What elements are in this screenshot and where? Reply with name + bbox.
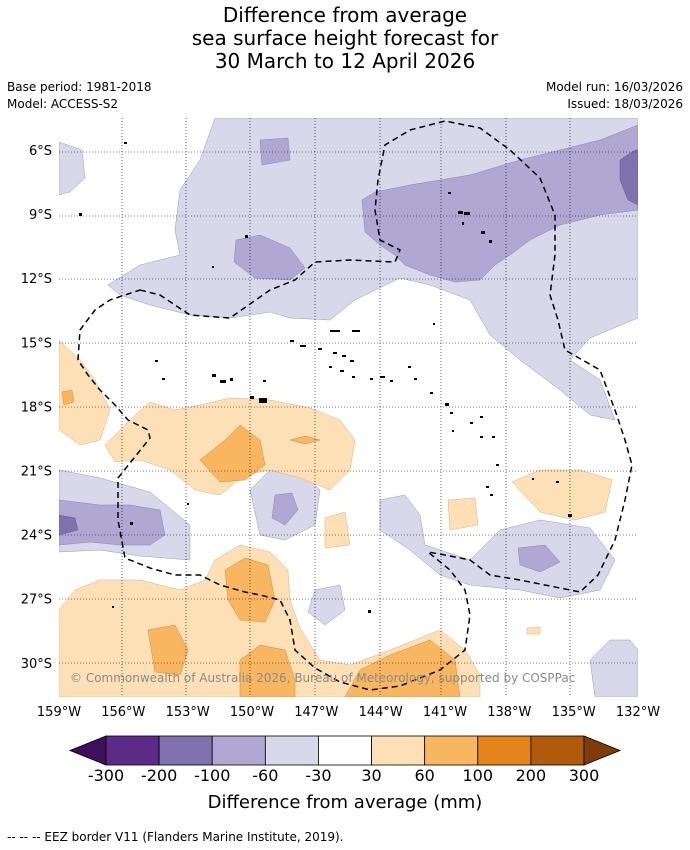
negative-anomaly-region xyxy=(589,639,638,697)
latitude-tick-label: 24°S xyxy=(21,529,52,544)
latitude-tick-label: 9°S xyxy=(29,208,52,223)
colorbar-segment xyxy=(318,735,372,766)
copyright-notice: © Commonwealth of Australia 2026, Bureau… xyxy=(70,671,575,685)
colorbar-segment xyxy=(424,735,479,766)
colorbar-label: -200 xyxy=(140,766,178,785)
strong-negative-anomaly xyxy=(619,149,638,206)
colorbar-segment xyxy=(371,735,426,766)
colorbar-labels: -300 -200 -100 -60 -30 30 60 100 200 300 xyxy=(0,766,690,788)
longitude-tick-label: 147°W xyxy=(294,705,338,720)
moderate-positive-anomaly xyxy=(147,624,189,676)
issued-date: Issued: 18/03/2026 xyxy=(567,97,683,111)
positive-anomaly-region xyxy=(526,626,541,635)
longitude-tick-label: 153°W xyxy=(166,705,210,720)
moderate-positive-anomaly xyxy=(239,644,296,697)
eez-border-line xyxy=(77,120,633,691)
colorbar-label: 100 xyxy=(462,766,494,785)
colorbar-segment xyxy=(211,735,266,766)
eez-legend-note: -- -- -- EEZ border V11 (Flanders Marine… xyxy=(7,830,344,844)
colorbar-label: 200 xyxy=(515,766,547,785)
negative-anomaly-region xyxy=(307,584,346,626)
base-period: Base period: 1981-2018 xyxy=(7,80,152,94)
model-name: Model: ACCESS-S2 xyxy=(7,97,119,111)
colorbar-max-extension xyxy=(583,735,622,766)
longitude-tick-label: 159°W xyxy=(37,705,81,720)
base-period-info: Base period: 1981-2018 Model: ACCESS-S2 xyxy=(7,79,152,113)
colorbar-label: -30 xyxy=(305,766,332,785)
colorbar-segment xyxy=(158,735,213,766)
latitude-tick-label: 15°S xyxy=(21,336,52,351)
negative-anomaly-region xyxy=(59,141,86,196)
negative-anomaly-core xyxy=(361,124,638,283)
latitude-tick-label: 6°S xyxy=(29,144,52,159)
negative-anomaly-core xyxy=(259,137,291,166)
run-info: Model run: 16/03/2026 Issued: 18/03/2026 xyxy=(546,79,683,113)
positive-anomaly-region xyxy=(511,469,613,521)
strong-negative-anomaly xyxy=(59,514,79,536)
moderate-positive-anomaly xyxy=(61,389,75,406)
colorbar-label: 60 xyxy=(414,766,435,785)
colorbar-title: Difference from average (mm) xyxy=(207,792,483,813)
longitude-tick-label: 144°W xyxy=(359,705,403,720)
negative-anomaly-core xyxy=(271,492,299,526)
latitude-tick-label: 21°S xyxy=(21,465,52,480)
longitude-tick-label: 132°W xyxy=(616,705,660,720)
longitude-tick-label: 135°W xyxy=(552,705,596,720)
latitude-tick-label: 18°S xyxy=(21,400,52,415)
title-line-1: Difference from average xyxy=(222,3,468,27)
title-line-3: 30 March to 12 April 2026 xyxy=(214,49,476,73)
colorbar-label: -300 xyxy=(87,766,125,785)
longitude-tick-label: 141°W xyxy=(423,705,467,720)
moderate-positive-anomaly xyxy=(199,424,266,483)
negative-anomaly-core xyxy=(233,234,306,281)
title-line-2: sea surface height forecast for xyxy=(191,26,499,50)
colorbar-segment xyxy=(477,735,532,766)
map-title: Difference from average sea surface heig… xyxy=(0,4,690,73)
anomaly-field: © Commonwealth of Australia 2026, Bureau… xyxy=(59,118,638,697)
positive-anomaly-region xyxy=(59,339,111,446)
longitude-tick-label: 138°W xyxy=(487,705,531,720)
colorbar-label: -100 xyxy=(194,766,231,785)
colorbar-min-extension xyxy=(68,735,107,766)
colorbar-label: 300 xyxy=(568,766,600,785)
negative-anomaly-core xyxy=(59,499,166,546)
positive-anomaly-region xyxy=(447,497,479,531)
longitude-tick-label: 150°W xyxy=(230,705,274,720)
latitude-tick-label: 30°S xyxy=(21,657,52,672)
model-run: Model run: 16/03/2026 xyxy=(545,80,683,94)
graticule xyxy=(59,118,638,697)
negative-anomaly-core xyxy=(517,544,561,573)
islands xyxy=(79,142,572,613)
latitude-tick-label: 12°S xyxy=(21,272,52,287)
moderate-positive-anomaly xyxy=(344,639,461,697)
longitude-tick-label: 156°W xyxy=(101,705,145,720)
colorbar-segment xyxy=(264,735,319,766)
latitude-tick-label: 27°S xyxy=(21,593,52,608)
colorbar-label: -60 xyxy=(252,766,279,785)
positive-anomaly-region xyxy=(324,511,351,549)
negative-anomaly-region xyxy=(379,494,616,599)
moderate-positive-anomaly xyxy=(289,435,321,445)
colorbar-label: 30 xyxy=(361,766,382,785)
colorbar xyxy=(68,735,622,766)
colorbar-segment xyxy=(530,735,585,766)
axis-labels: 159°W 156°W 153°W 150°W 147°W 144°W 141°W 138°W… xyxy=(21,144,661,720)
colorbar-segment xyxy=(105,735,160,766)
